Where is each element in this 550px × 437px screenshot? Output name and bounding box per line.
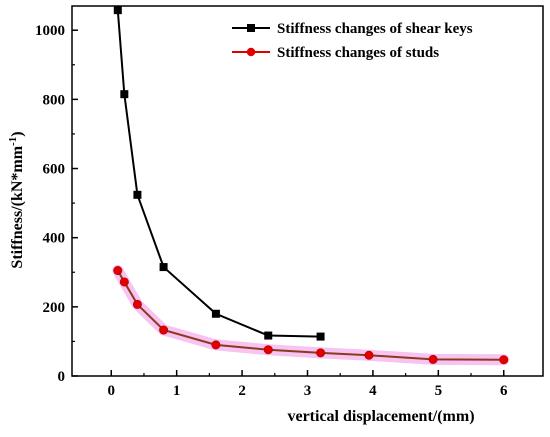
y-axis-title-close: ) <box>9 131 26 136</box>
y-axis-title: Stiffness/(kN*mm-1) <box>7 131 26 268</box>
series-0-point <box>133 190 142 199</box>
y-tick-label: 0 <box>58 369 66 385</box>
series-0-point <box>159 263 168 272</box>
plot-frame <box>71 5 544 377</box>
series-0-point <box>316 332 325 341</box>
series-1-point <box>263 345 273 355</box>
y-axis-title-main: Stiffness/(kN*mm <box>9 145 26 268</box>
legend-marker-0 <box>247 24 255 32</box>
y-tick-label: 400 <box>43 231 66 247</box>
y-tick-label: 600 <box>43 162 66 178</box>
x-tick-label: 6 <box>500 383 508 399</box>
x-tick-label: 0 <box>108 383 116 399</box>
series-1-point <box>113 266 123 276</box>
x-axis-title: vertical displacement/(mm) <box>287 408 474 425</box>
series-1-point <box>119 277 129 287</box>
axis-labels: vertical displacement/(mm) Stiffness/(kN… <box>7 131 475 425</box>
x-tick-label: 5 <box>435 383 443 399</box>
series-0-point <box>113 6 122 15</box>
legend: Stiffness changes of shear keys Stiffness… <box>232 21 473 61</box>
legend-label-0: Stiffness changes of shear keys <box>277 21 473 37</box>
y-axis-title-superscript: -1 <box>7 137 19 146</box>
x-tick-label: 4 <box>369 383 377 399</box>
series-0-point <box>264 331 273 340</box>
x-tick-label: 3 <box>304 383 312 399</box>
studs-highlight <box>112 265 510 366</box>
axes: 0 1 2 3 4 5 6 0 200 400 600 800 1000 <box>35 5 544 399</box>
y-tick-label: 1000 <box>35 23 65 39</box>
series-1-point <box>428 354 438 364</box>
series-0-point <box>211 309 220 318</box>
series-0-point <box>120 90 129 99</box>
y-tick-label: 800 <box>43 92 66 108</box>
x-tick-label: 2 <box>238 383 246 399</box>
series-1-point <box>364 350 374 360</box>
series-1-point <box>499 355 509 365</box>
studs-highlight-band <box>112 265 510 366</box>
series-1-point <box>132 299 142 309</box>
series-1-point <box>316 348 326 358</box>
series-1-point <box>159 325 169 335</box>
y-tick-label: 200 <box>43 300 66 316</box>
series-1-line <box>116 270 504 361</box>
series-1-point <box>211 340 221 350</box>
series-layer <box>113 6 509 365</box>
legend-marker-1 <box>246 47 256 57</box>
legend-label-1: Stiffness changes of studs <box>277 45 439 61</box>
x-tick-label: 1 <box>173 383 181 399</box>
